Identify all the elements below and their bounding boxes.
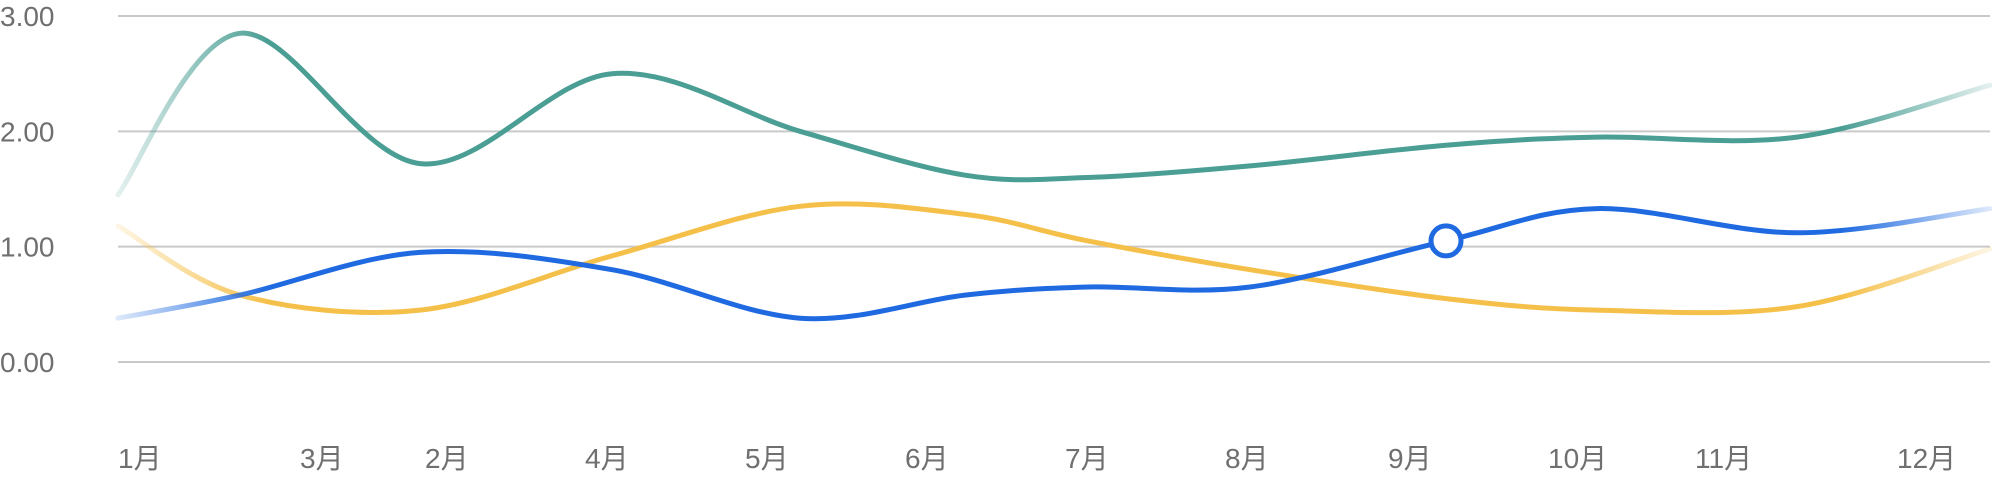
y-tick-label: 2.00 — [0, 116, 55, 147]
x-tick-label: 10月 — [1548, 443, 1607, 474]
x-tick-label: 3月 — [300, 443, 344, 474]
x-tick-label: 11月 — [1695, 443, 1752, 474]
x-tick-label: 5月 — [745, 443, 789, 474]
x-axis: 1月 3月 2月 4月 5月 6月 7月 8月 9月 10月 11月 12月 — [118, 443, 1956, 474]
x-tick-label: 2月 — [425, 443, 469, 474]
series-group — [115, 30, 1992, 322]
x-tick-label: 9月 — [1388, 443, 1432, 474]
y-tick-label: 0.00 — [0, 347, 55, 378]
series-line-2 — [115, 206, 1992, 322]
x-tick-label: 4月 — [585, 443, 629, 474]
x-tick-label: 12月 — [1897, 443, 1956, 474]
x-tick-label: 1月 — [118, 443, 162, 474]
series-line-1 — [115, 201, 1992, 316]
series-line-0 — [115, 30, 1992, 198]
grid — [118, 15, 1990, 363]
y-tick-label: 1.00 — [0, 232, 55, 263]
y-axis: 0.00 1.00 2.00 3.00 — [0, 1, 55, 378]
highlighted-point-marker[interactable] — [1428, 223, 1464, 259]
y-tick-label: 3.00 — [0, 1, 55, 32]
x-tick-label: 6月 — [905, 443, 949, 474]
x-tick-label: 7月 — [1065, 443, 1109, 474]
x-tick-label: 8月 — [1225, 443, 1269, 474]
highlight-markers — [1428, 223, 1464, 259]
